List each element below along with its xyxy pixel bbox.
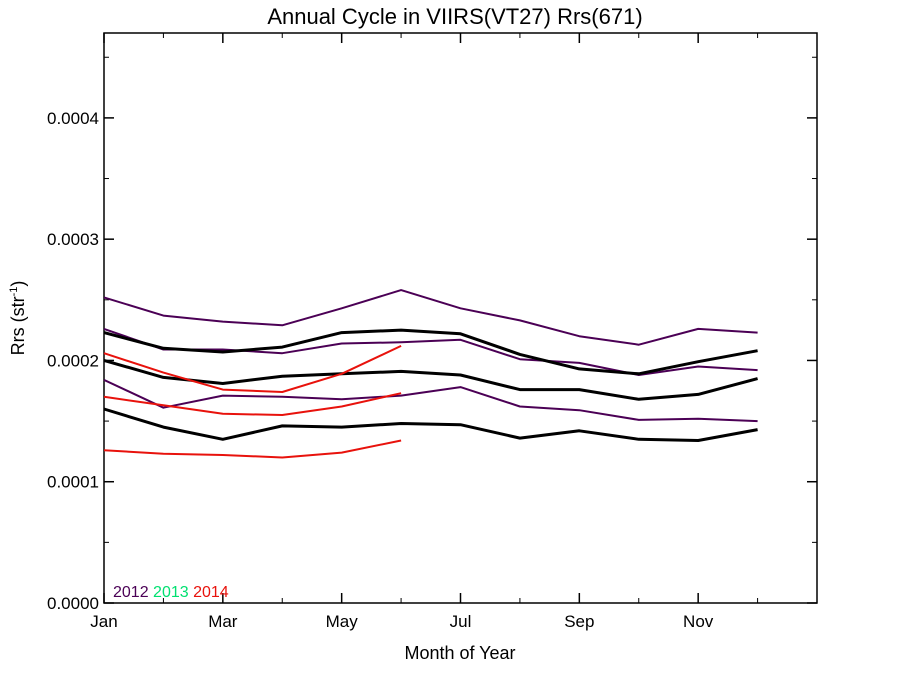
x-tick-label: Jan xyxy=(90,612,117,631)
series-layer xyxy=(103,289,758,459)
y-tick-label: 0.0004 xyxy=(47,109,99,128)
series-line-2014-upper xyxy=(103,344,402,393)
y-axis-label-main: Rrs (str xyxy=(8,296,28,355)
legend: 2012 2013 2014 xyxy=(113,584,229,601)
series-line-climatology-upper xyxy=(103,328,758,376)
x-axis: Jan Mar May Jul Sep Nov xyxy=(90,33,759,631)
chart-title: Annual Cycle in VIIRS(VT27) Rrs(671) xyxy=(267,4,642,29)
y-tick-label: 0.0001 xyxy=(47,473,99,492)
legend-item-2012: 2012 xyxy=(113,584,149,601)
series-line-climatology-lower xyxy=(103,407,758,442)
y-axis-label-superscript: -1 xyxy=(8,287,20,297)
series-line-2012-lower xyxy=(103,378,758,423)
x-axis-label: Month of Year xyxy=(404,643,515,663)
x-tick-label: May xyxy=(326,612,359,631)
x-tick-label: Sep xyxy=(564,612,594,631)
y-tick-label: 0.0003 xyxy=(47,230,99,249)
y-axis-label-close: ) xyxy=(8,281,28,287)
series-line-climatology-mean xyxy=(103,358,758,401)
x-tick-label: Jul xyxy=(450,612,472,631)
y-axis-label: Rrs (str-1) xyxy=(8,281,28,356)
series-line-2014-mean xyxy=(103,392,402,416)
plot-frame xyxy=(103,32,818,604)
series-line-2012-upper xyxy=(103,289,758,346)
legend-item-2013: 2013 xyxy=(149,584,189,601)
x-tick-label: Nov xyxy=(683,612,714,631)
y-axis: 0.0000 0.0001 0.0002 0.0003 0.0004 xyxy=(47,56,817,613)
x-tick-label: Mar xyxy=(208,612,238,631)
y-tick-label: 0.0000 xyxy=(47,594,99,613)
series-line-2014-lower xyxy=(103,439,402,459)
series-line-2012-mean xyxy=(103,327,758,376)
y-tick-label: 0.0002 xyxy=(47,351,99,370)
legend-item-2014: 2014 xyxy=(189,584,229,601)
